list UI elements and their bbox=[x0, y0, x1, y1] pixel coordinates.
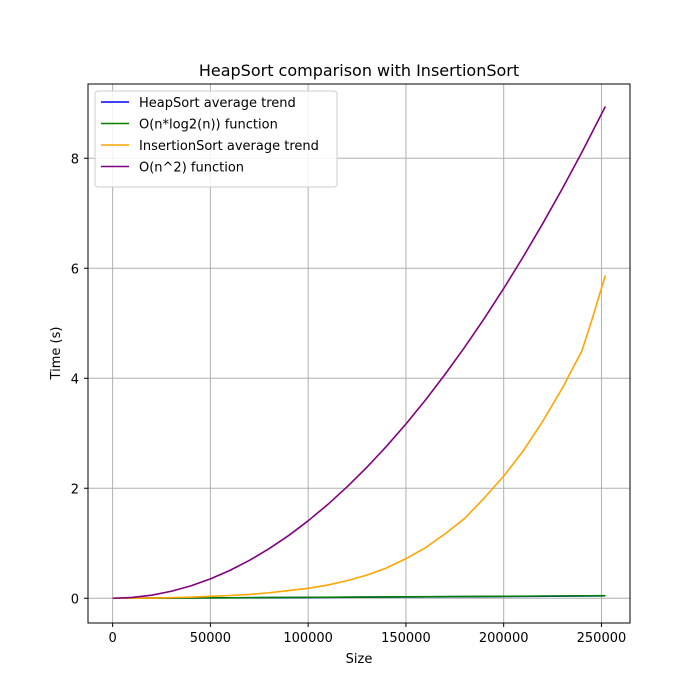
series-layer bbox=[112, 106, 607, 600]
x-axis-label: Size bbox=[346, 652, 373, 667]
x-tick-label: 150000 bbox=[381, 631, 431, 646]
y-tick-label: 4 bbox=[71, 372, 79, 387]
ticks: 0 50000 100000 150000 200000 250000 0 2 4 6 8 bbox=[71, 152, 627, 646]
series-line-2 bbox=[112, 275, 607, 600]
legend: HeapSort average trend O(n*log2(n)) funct… bbox=[94, 90, 338, 188]
legend-entry-label: InsertionSort average trend bbox=[139, 139, 319, 154]
y-tick-label: 0 bbox=[71, 592, 79, 607]
x-tick-label: 50000 bbox=[190, 631, 231, 646]
y-tick-label: 8 bbox=[71, 152, 79, 167]
legend-entry-label: O(n*log2(n)) function bbox=[139, 118, 278, 133]
series-line-1 bbox=[112, 594, 606, 600]
y-tick-label: 2 bbox=[71, 482, 79, 497]
x-tick-label: 200000 bbox=[479, 631, 529, 646]
y-tick-label: 6 bbox=[71, 262, 79, 277]
x-tick-label: 250000 bbox=[577, 631, 627, 646]
x-tick-label: 100000 bbox=[283, 631, 333, 646]
legend-box bbox=[94, 90, 338, 188]
legend-entry-label: HeapSort average trend bbox=[139, 96, 296, 111]
y-axis-label: Time (s) bbox=[49, 327, 64, 381]
x-tick-label: 0 bbox=[108, 631, 116, 646]
chart-title: HeapSort comparison with InsertionSort bbox=[199, 61, 519, 80]
plot-frame bbox=[87, 83, 631, 624]
series-line-3 bbox=[112, 106, 607, 600]
legend-entry-label: O(n^2) function bbox=[139, 161, 244, 176]
